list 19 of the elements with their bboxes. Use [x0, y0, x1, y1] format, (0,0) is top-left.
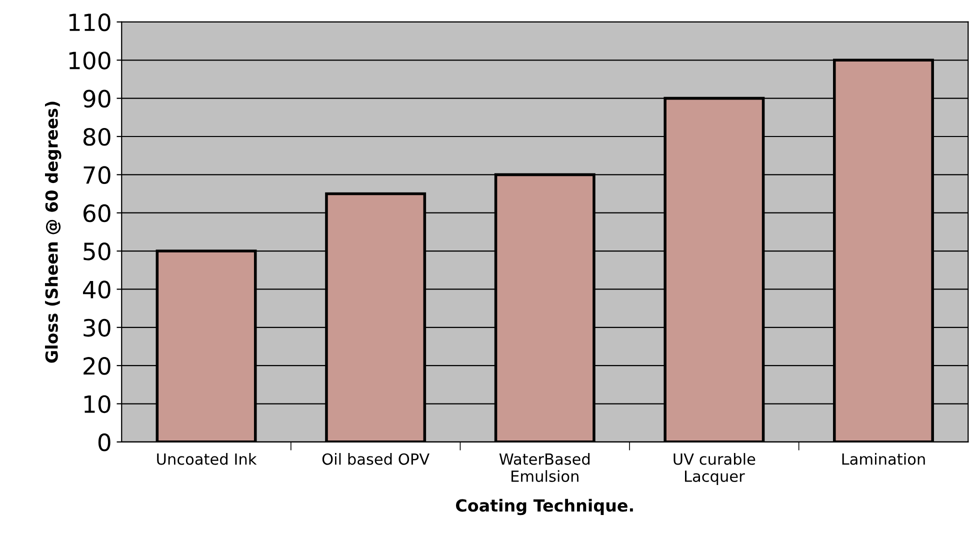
x-tick-label: UV curable Lacquer — [674, 453, 756, 485]
y-tick-label: 40 — [83, 280, 110, 299]
x-tick-label: Uncoated Ink — [157, 453, 257, 465]
x-tick-label: Oil based OPV — [322, 453, 430, 465]
y-tick-label: 70 — [84, 166, 110, 184]
y-tick-label: 10 — [84, 395, 110, 414]
y-tick-label: 60 — [84, 204, 110, 222]
y-tick-label: 0 — [98, 433, 110, 452]
x-tick-label: WaterBased Emulsion — [499, 453, 590, 482]
x-axis-title: Coating Technique. — [456, 498, 633, 516]
y-tick-label: 20 — [84, 357, 110, 375]
x-tick-label: Lamination — [842, 453, 925, 465]
y-tick-label: 80 — [83, 128, 110, 146]
y-tick-label: 110 — [69, 13, 110, 32]
y-axis-title: Gloss (Sheen @ 60 degrees) — [45, 102, 62, 363]
y-tick-label: 90 — [83, 90, 110, 108]
y-tick-label: 100 — [69, 52, 110, 70]
y-tick-label: 30 — [84, 318, 110, 337]
y-tick-label: 50 — [84, 242, 110, 260]
